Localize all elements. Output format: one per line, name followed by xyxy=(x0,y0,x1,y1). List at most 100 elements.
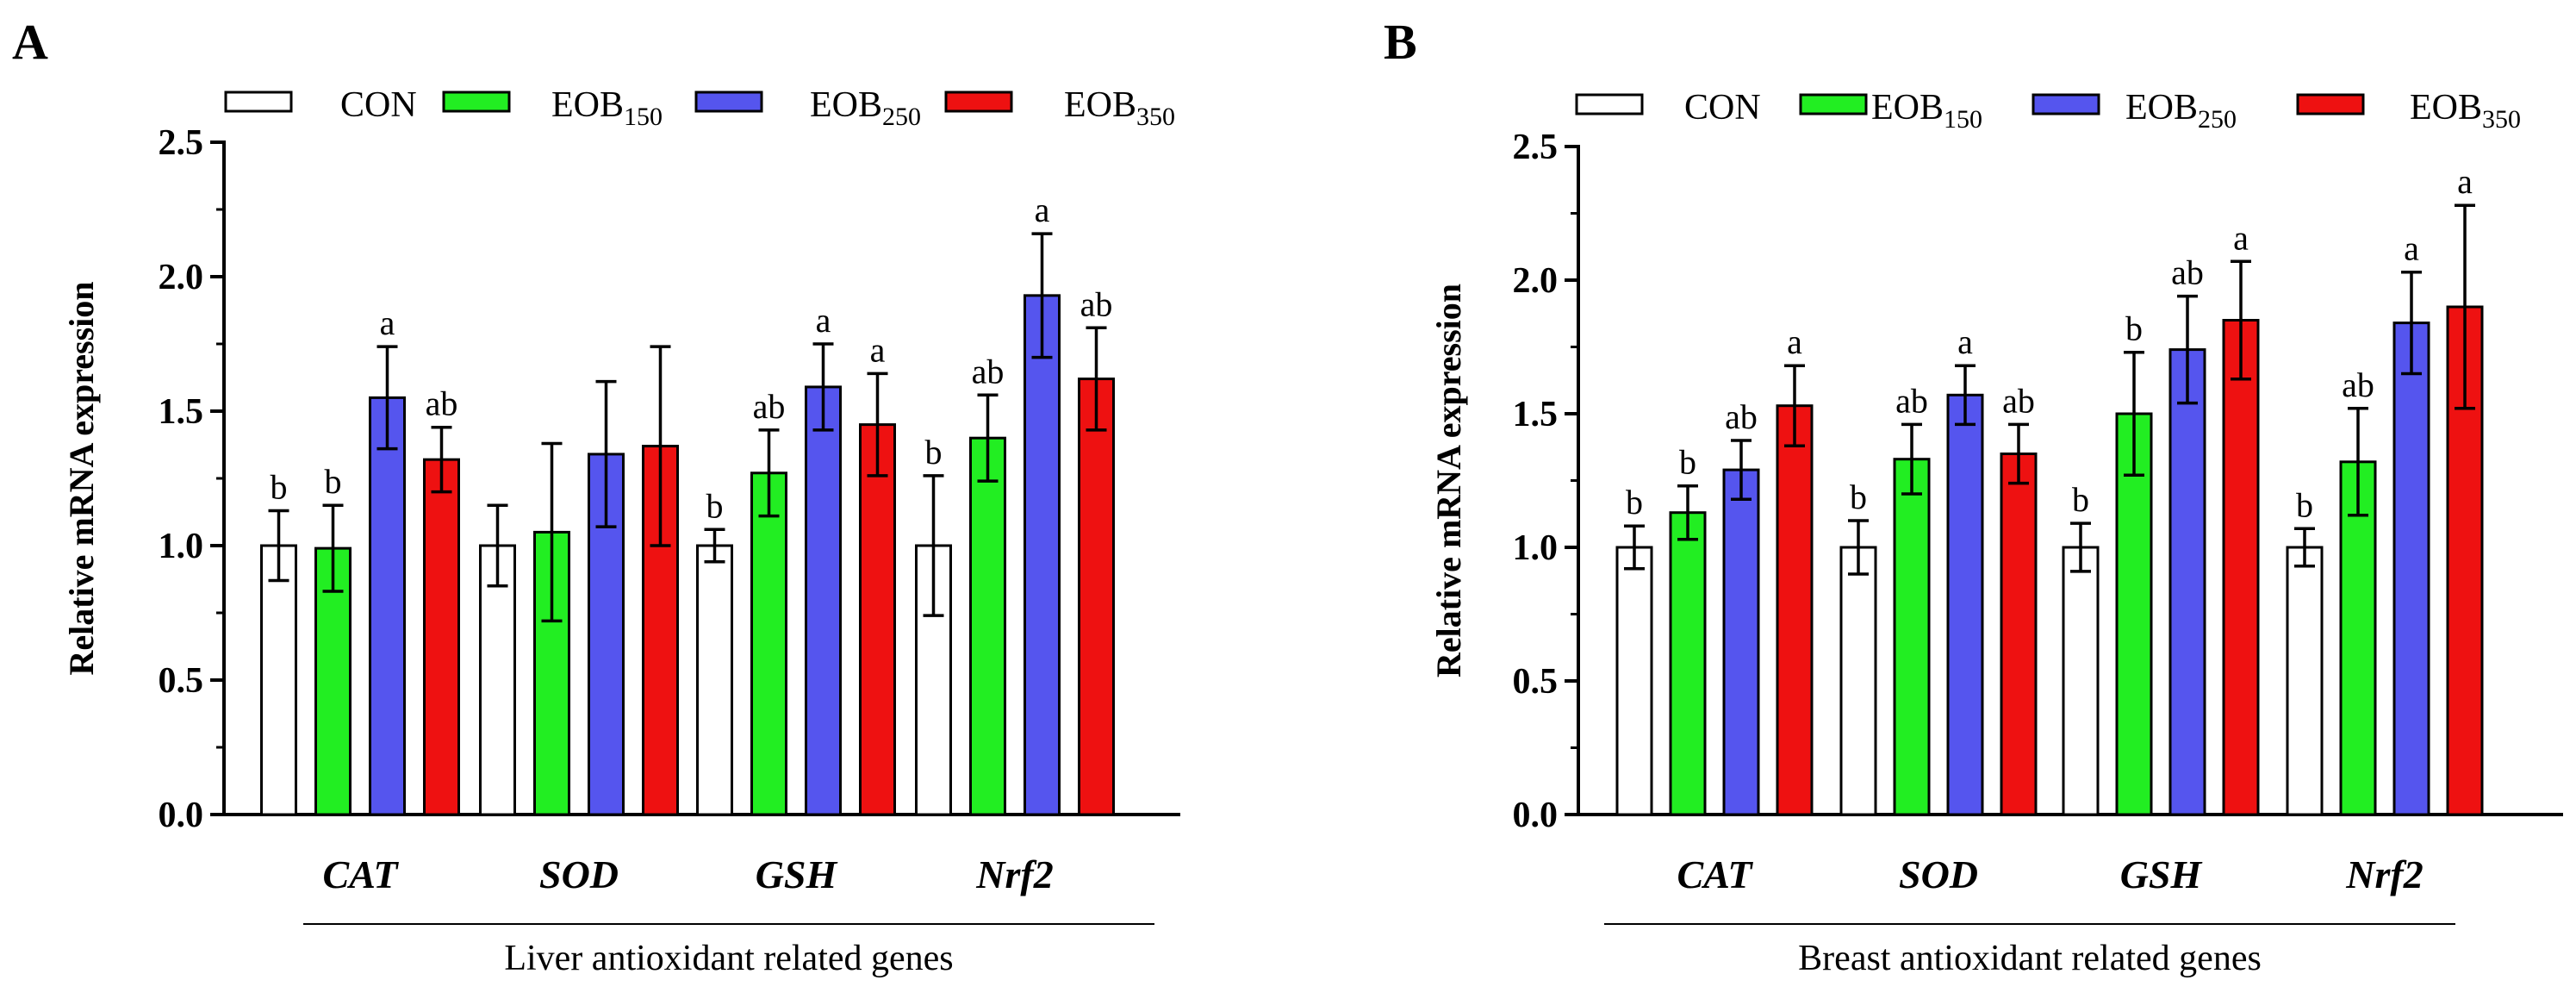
legend-label-eob250: EOB250 xyxy=(810,85,921,131)
significance-letter: b xyxy=(925,433,943,471)
legend-label-subscript: 350 xyxy=(2482,105,2521,134)
y-tick-label: 1.0 xyxy=(159,527,204,566)
significance-letter: b xyxy=(1679,443,1696,482)
bar-eob150-sod xyxy=(1893,458,1931,816)
significance-letter: a xyxy=(2457,162,2473,201)
y-tick-label: 0.5 xyxy=(159,661,204,701)
significance-letter: b xyxy=(2125,309,2143,348)
legend-label-base: EOB xyxy=(810,85,882,125)
legend-label-eob150: EOB150 xyxy=(1871,88,1982,134)
legend-label-subscript: 150 xyxy=(1944,105,1982,134)
bar-con-cat xyxy=(260,544,297,816)
legend-label-eob250: EOB250 xyxy=(2125,88,2237,134)
y-tick-label: 1.0 xyxy=(1513,528,1559,568)
legend-swatch-eob350 xyxy=(944,91,1013,113)
significance-letter: ab xyxy=(753,387,786,426)
y-tick-label: 2.5 xyxy=(1513,128,1559,167)
significance-letter: ab xyxy=(426,384,458,423)
bar-eob150-cat xyxy=(314,546,352,816)
x-category-label: GSH xyxy=(2120,852,2203,896)
y-axis-label: Relative mRNA expression xyxy=(1429,284,1468,677)
bar-con-sod xyxy=(1839,546,1877,816)
significance-letter: a xyxy=(816,301,831,340)
legend-label-subscript: 250 xyxy=(2198,105,2237,134)
significance-letter: ab xyxy=(972,352,1005,390)
legend-label-con: CON xyxy=(1684,88,1761,128)
significance-letter: a xyxy=(1787,322,1802,361)
legend-label-con: CON xyxy=(340,85,417,125)
bar-eob350-gsh xyxy=(2222,319,2260,816)
bar-con-gsh xyxy=(696,544,733,816)
x-axis-label: Breast antioxidant related genes xyxy=(1798,939,2262,978)
x-category-label: CAT xyxy=(323,852,400,896)
panel-label: A xyxy=(12,14,48,70)
legend-swatch-eob250 xyxy=(2032,93,2100,116)
legend-label-base: EOB xyxy=(551,85,624,125)
significance-letter: ab xyxy=(1725,397,1758,436)
significance-letter: b xyxy=(1626,483,1643,521)
legend-swatch-eob150 xyxy=(1799,93,1868,116)
y-axis-label: Relative mRNA expression xyxy=(62,282,101,676)
x-category-label: Nrf2 xyxy=(2345,852,2423,896)
legend-label-subscript: 350 xyxy=(1136,103,1175,131)
y-tick-label: 2.0 xyxy=(1513,261,1559,301)
legend-label-eob150: EOB150 xyxy=(551,85,663,131)
legend-swatch-con xyxy=(1575,93,1644,116)
x-category-label: SOD xyxy=(539,852,619,896)
legend-label-subscript: 250 xyxy=(882,103,921,131)
legend-swatch-eob250 xyxy=(694,91,763,113)
y-tick-label: 0.0 xyxy=(159,796,204,835)
bar-con-gsh xyxy=(2062,546,2100,816)
legend-label-base: EOB xyxy=(2125,88,2198,128)
x-category-label: SOD xyxy=(1899,852,1978,896)
significance-letter: ab xyxy=(1895,381,1928,420)
significance-letter: b xyxy=(706,486,724,525)
significance-letter: b xyxy=(271,467,288,506)
y-tick-label: 2.5 xyxy=(159,123,204,163)
significance-letter: ab xyxy=(2342,365,2374,404)
bar-eob250-gsh xyxy=(805,385,842,816)
significance-letter: a xyxy=(870,330,886,369)
bar-eob250-cat xyxy=(1722,468,1760,816)
bar-eob250-sod xyxy=(1946,393,1984,816)
legend-swatch-eob150 xyxy=(442,91,511,113)
y-tick-label: 0.5 xyxy=(1513,662,1559,702)
legend-swatch-eob350 xyxy=(2296,93,2365,116)
y-tick-label: 1.5 xyxy=(1513,395,1559,434)
bar-eob150-cat xyxy=(1669,511,1707,816)
significance-letter: ab xyxy=(2002,381,2035,420)
y-tick-label: 1.5 xyxy=(159,392,204,432)
significance-letter: a xyxy=(380,303,395,342)
legend-swatch-con xyxy=(224,91,293,113)
bar-eob250-nrf2 xyxy=(2392,322,2430,816)
panel-label: B xyxy=(1384,14,1417,70)
bar-eob150-gsh xyxy=(2115,412,2153,816)
bar-eob350-cat xyxy=(1776,404,1814,816)
x-category-label: CAT xyxy=(1677,852,1754,896)
panel-a: A 0.0 0.5 1.0 1.5 2.0 2.5 Relative mRNA express… xyxy=(12,14,1180,978)
legend-label-eob350: EOB350 xyxy=(1064,85,1175,131)
bar-eob350-nrf2 xyxy=(1078,378,1115,816)
significance-letter: b xyxy=(2072,480,2089,519)
significance-letter: a xyxy=(2233,218,2249,257)
bar-eob150-nrf2 xyxy=(2339,460,2377,816)
significance-letter: ab xyxy=(2171,253,2204,292)
bar-eob350-sod xyxy=(2000,453,2038,816)
x-category-label: GSH xyxy=(756,852,838,896)
x-category-label: Nrf2 xyxy=(975,852,1053,896)
significance-letter: a xyxy=(1035,190,1050,229)
significance-letter: a xyxy=(1957,322,1973,361)
bar-eob250-nrf2 xyxy=(1024,294,1061,816)
bar-eob150-gsh xyxy=(750,471,787,816)
bar-eob250-gsh xyxy=(2168,348,2206,816)
bar-eob150-nrf2 xyxy=(969,436,1006,816)
significance-letter: b xyxy=(325,462,342,501)
bar-eob350-cat xyxy=(423,458,460,816)
significance-letter: ab xyxy=(1080,284,1113,323)
legend-label-eob350: EOB350 xyxy=(2410,88,2521,134)
legend-label-base: EOB xyxy=(1871,88,1944,128)
legend-label-subscript: 150 xyxy=(624,103,663,131)
bar-eob350-gsh xyxy=(859,423,896,816)
bar-eob250-cat xyxy=(369,396,406,816)
